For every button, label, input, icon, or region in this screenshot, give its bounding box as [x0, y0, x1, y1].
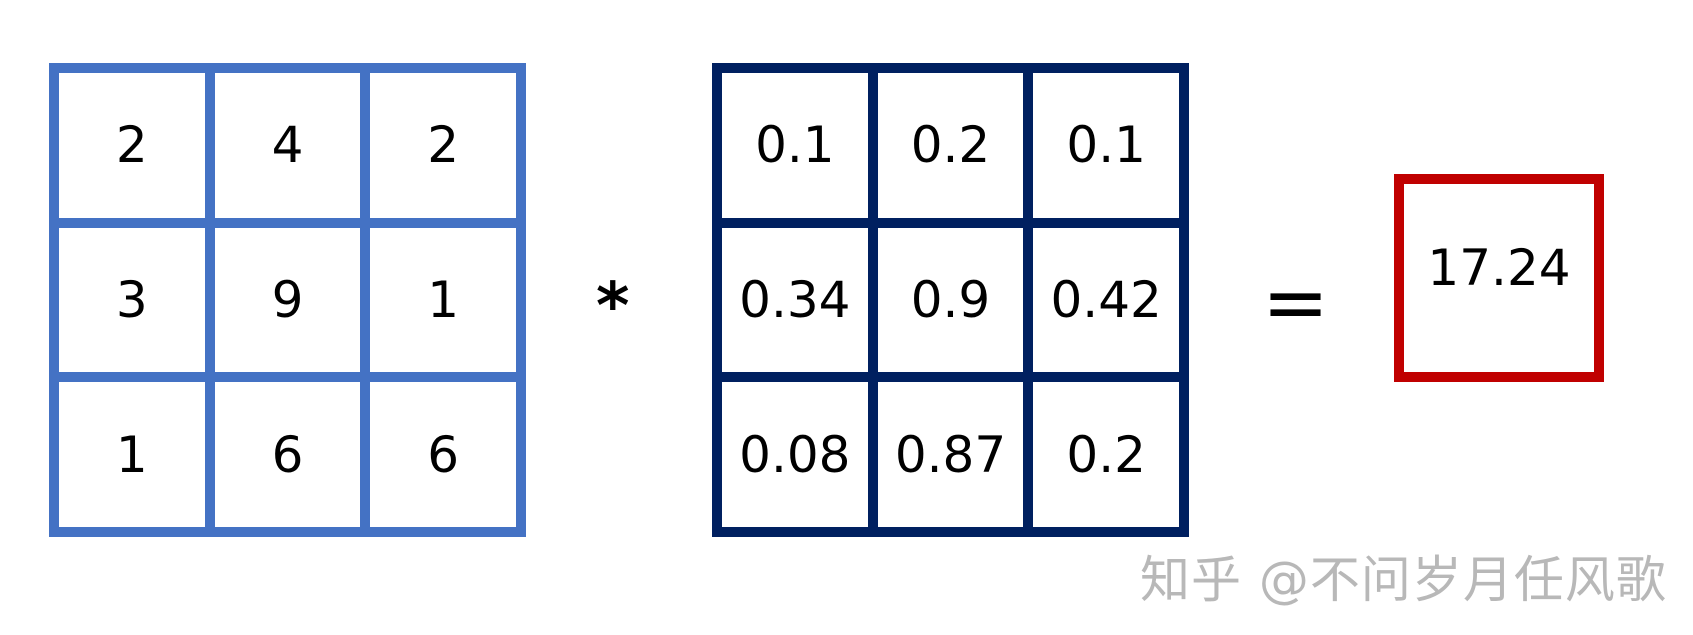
matrix-cell: 0.08 [722, 382, 868, 527]
matrix-cell: 0.2 [1033, 382, 1179, 527]
matrix-cell: 0.9 [877, 227, 1024, 373]
matrix-cell: 6 [214, 382, 361, 527]
matrix-cell: 0.42 [1033, 227, 1179, 373]
equals-sign: = [1262, 256, 1330, 349]
matrix-cell: 1 [370, 227, 516, 373]
kernel-matrix: 0.1 0.2 0.1 0.34 0.9 0.42 0.08 0.87 0.2 [712, 63, 1189, 537]
matrix-cell: 9 [214, 227, 361, 373]
convolution-operator: * [596, 270, 630, 344]
matrix-cell: 3 [59, 227, 205, 373]
matrix-cell: 6 [370, 382, 516, 527]
result-box: 17.24 [1394, 174, 1604, 382]
matrix-cell: 0.34 [722, 227, 868, 373]
matrix-cell: 0.2 [877, 73, 1024, 218]
matrix-cell: 4 [214, 73, 361, 218]
matrix-cell: 0.1 [1033, 73, 1179, 218]
matrix-cell: 0.1 [722, 73, 868, 218]
matrix-cell: 2 [370, 73, 516, 218]
matrix-cell: 2 [59, 73, 205, 218]
matrix-cell: 1 [59, 382, 205, 527]
watermark: 知乎 @不问岁月任风歌 [1140, 551, 1667, 609]
matrix-cell: 0.87 [877, 382, 1024, 527]
